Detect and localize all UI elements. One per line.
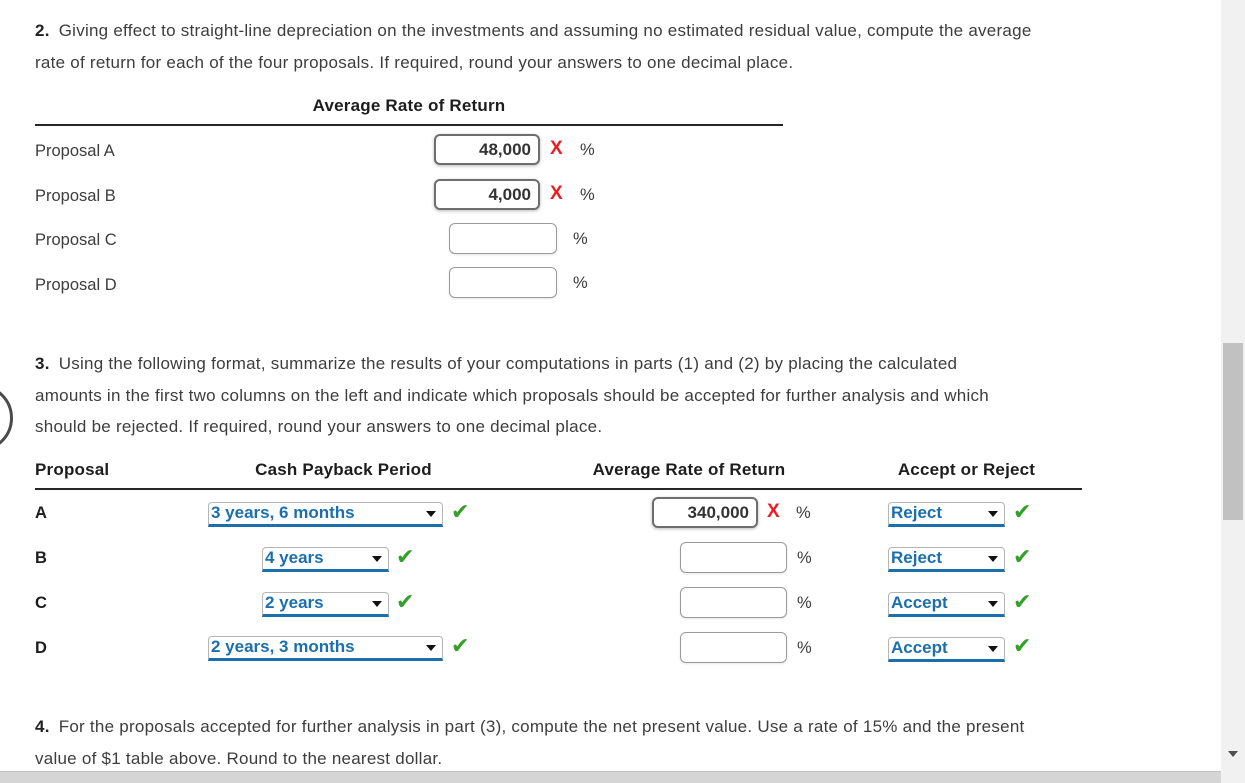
col-header-cash-payback-period: Cash Payback Period (255, 460, 432, 479)
percent-suffix: % (580, 186, 595, 204)
row-label-proposal-c: Proposal C (35, 231, 117, 249)
percent-suffix: % (573, 274, 588, 292)
instruction-line: rate of return for each of the four prop… (35, 52, 794, 72)
vertical-scrollbar-track[interactable] (1221, 0, 1245, 783)
instruction-line: value of $1 table above. Round to the ne… (35, 748, 443, 768)
payback-select-a-value: 3 years, 6 months (211, 503, 355, 522)
arr-input-b[interactable] (680, 542, 787, 573)
percent-suffix: % (797, 594, 812, 612)
correct-icon: ✔ (1013, 589, 1032, 614)
decision-select-b[interactable]: Reject (888, 547, 1005, 572)
decision-select-d-value: Accept (891, 638, 948, 657)
col-header-proposal: Proposal (35, 460, 110, 479)
payback-select-c-value: 2 years (265, 593, 324, 612)
instruction-line: 4. For the proposals accepted for further… (35, 717, 1025, 736)
decision-select-c-value: Accept (891, 593, 948, 612)
chevron-down-icon (988, 511, 998, 517)
instruction-line: 3. Using the following format, summarize … (35, 354, 958, 373)
decision-select-c[interactable]: Accept (888, 592, 1005, 617)
correct-icon: ✔ (451, 633, 470, 658)
arr-input-proposal-b[interactable] (434, 179, 540, 210)
arr-input-proposal-a[interactable] (434, 134, 540, 165)
instruction-line: should be rejected. If required, round y… (35, 417, 603, 436)
arr-input-d[interactable] (680, 632, 787, 663)
arr-input-c[interactable] (680, 587, 787, 618)
decision-select-d[interactable]: Accept (888, 637, 1005, 662)
row-letter-d: D (35, 639, 47, 657)
chevron-down-icon (426, 645, 436, 651)
instruction-part-2: 2. Giving effect to straight-line depreci… (35, 15, 1032, 78)
row-letter-a: A (35, 504, 47, 522)
row-label-proposal-a: Proposal A (35, 142, 115, 160)
incorrect-icon: X (550, 183, 563, 204)
instruction-part-3: 3. Using the following format, summarize … (35, 348, 989, 443)
chevron-down-icon (426, 511, 436, 517)
decision-select-a[interactable]: Reject (888, 502, 1005, 527)
payback-select-a[interactable]: 3 years, 6 months (208, 502, 443, 527)
instruction-line: 2. Giving effect to straight-line depreci… (35, 21, 1032, 40)
col-header-accept-or-reject: Accept or Reject (897, 460, 1036, 479)
row-label-proposal-d: Proposal D (35, 276, 117, 294)
arr-input-proposal-c[interactable] (449, 223, 557, 254)
correct-icon: ✔ (1013, 544, 1032, 569)
decision-select-a-value: Reject (891, 503, 943, 522)
payback-select-b-value: 4 years (265, 548, 324, 567)
vertical-scrollbar-thumb[interactable] (1223, 343, 1243, 520)
row-label-proposal-b: Proposal B (35, 187, 116, 205)
payback-select-c[interactable]: 2 years (262, 592, 389, 617)
table2-header-rule (35, 488, 1082, 490)
nav-circle-button[interactable] (0, 384, 13, 452)
chevron-down-icon (988, 556, 998, 562)
correct-icon: ✔ (451, 499, 470, 524)
payback-select-b[interactable]: 4 years (262, 547, 389, 572)
percent-suffix: % (573, 230, 588, 248)
section-number: 2. (35, 21, 50, 40)
table1-header-rule (35, 124, 783, 126)
row-letter-b: B (35, 549, 47, 567)
chevron-down-icon (372, 601, 382, 607)
row-letter-c: C (35, 594, 47, 612)
instruction-part-4: 4. For the proposals accepted for further… (35, 711, 1025, 774)
payback-select-d[interactable]: 2 years, 3 months (208, 636, 443, 661)
instruction-line: amounts in the first two columns on the … (35, 385, 989, 405)
percent-suffix: % (580, 141, 595, 159)
horizontal-scrollbar[interactable] (0, 771, 1221, 783)
correct-icon: ✔ (1013, 633, 1032, 658)
arr-input-a[interactable] (652, 497, 758, 528)
chevron-down-icon (988, 646, 998, 652)
correct-icon: ✔ (396, 544, 415, 569)
decision-select-b-value: Reject (891, 548, 943, 567)
scroll-down-arrow-icon[interactable] (1228, 751, 1238, 757)
correct-icon: ✔ (396, 589, 415, 614)
col-header-average-rate-of-return: Average Rate of Return (592, 460, 786, 479)
correct-icon: ✔ (1013, 499, 1032, 524)
incorrect-icon: X (550, 138, 563, 159)
chevron-down-icon (988, 601, 998, 607)
percent-suffix: % (797, 639, 812, 657)
section-number: 4. (35, 717, 50, 736)
percent-suffix: % (796, 504, 811, 522)
table1-title: Average Rate of Return (312, 96, 506, 115)
percent-suffix: % (797, 549, 812, 567)
section-number: 3. (35, 354, 50, 373)
incorrect-icon: X (767, 501, 780, 522)
chevron-down-icon (372, 556, 382, 562)
payback-select-d-value: 2 years, 3 months (211, 637, 355, 656)
arr-input-proposal-d[interactable] (449, 267, 557, 298)
